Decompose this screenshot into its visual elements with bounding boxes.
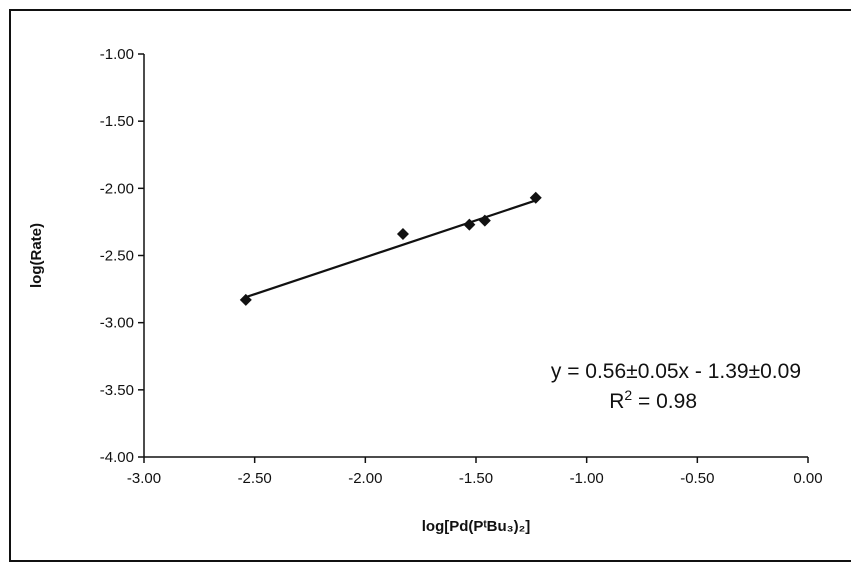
data-point <box>396 228 409 241</box>
scatter-chart: -1.00 -1.50 -2.00 -2.50 -3.00 -3.50 -4.00 -3.00… <box>28 46 823 535</box>
fit-line-group <box>245 199 537 299</box>
data-point <box>239 293 252 306</box>
x-tick-label: -1.50 <box>459 470 493 487</box>
y-tick-label: -2.50 <box>100 248 134 265</box>
x-tick-label: -1.00 <box>570 470 604 487</box>
fit-line <box>245 199 537 299</box>
y-tick-label: -1.50 <box>100 113 134 130</box>
data-points <box>239 191 542 306</box>
data-point <box>463 218 476 231</box>
x-tick-label: 0.00 <box>793 470 822 487</box>
data-point <box>529 191 542 204</box>
fit-equation: y = 0.56±0.05x - 1.39±0.09 <box>551 360 801 383</box>
y-tick-label: -1.00 <box>100 46 134 63</box>
chart-frame: -1.00 -1.50 -2.00 -2.50 -3.00 -3.50 -4.00 -3.00… <box>9 9 851 562</box>
r-squared-prefix: R <box>609 390 624 413</box>
y-axis-title: log(Rate) <box>28 223 45 288</box>
x-tick-label: -2.00 <box>348 470 382 487</box>
r-squared-sup: 2 <box>624 387 632 403</box>
x-tick-label: -0.50 <box>680 470 714 487</box>
x-tick-label: -2.50 <box>238 470 272 487</box>
y-tick-label: -3.00 <box>100 315 134 332</box>
r-squared-value: = 0.98 <box>632 390 697 413</box>
y-tick-label: -2.00 <box>100 180 134 197</box>
y-tick-label: -3.50 <box>100 382 134 399</box>
x-axis-title: log[Pd(PᵗBu₃)₂] <box>422 518 531 535</box>
x-tick-label: -3.00 <box>127 470 161 487</box>
r-squared: R2 = 0.98 <box>609 387 697 413</box>
y-tick-label: -4.00 <box>100 449 134 466</box>
axes: -1.00 -1.50 -2.00 -2.50 -3.00 -3.50 -4.00 -3.00… <box>100 46 823 487</box>
data-point <box>478 214 491 227</box>
